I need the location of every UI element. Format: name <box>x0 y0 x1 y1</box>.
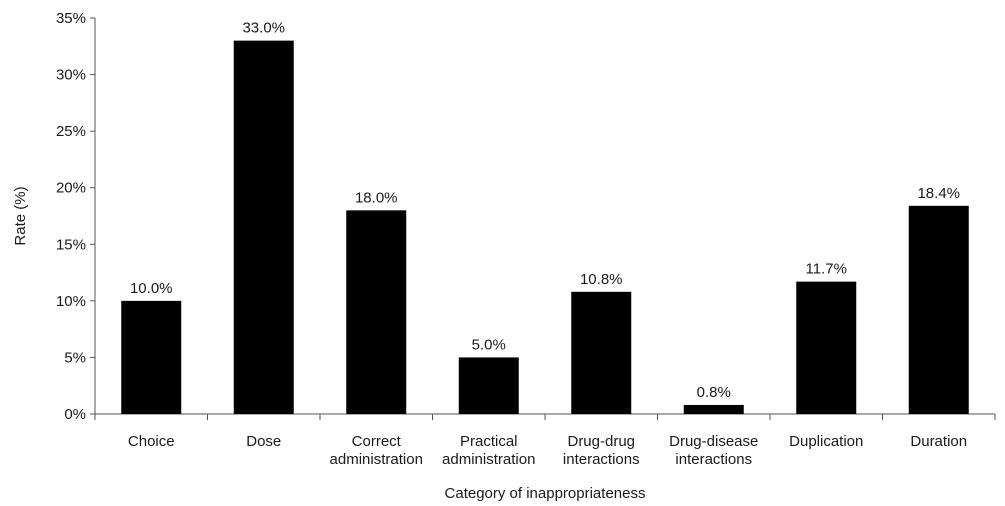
data-label: 0.8% <box>697 384 731 401</box>
x-axis <box>94 413 996 420</box>
y-tick-label: 10% <box>56 293 86 310</box>
x-tick-label: Drug-drug interactions <box>563 433 640 468</box>
y-tick-label: 25% <box>56 123 86 140</box>
bar <box>683 404 744 414</box>
bar <box>458 357 519 414</box>
data-label: 11.7% <box>806 261 847 278</box>
bar <box>908 205 969 414</box>
bar <box>346 210 407 414</box>
x-tick-label: Correct administration <box>330 433 423 468</box>
bar <box>796 281 857 414</box>
bar <box>233 40 294 414</box>
y-tick-label: 20% <box>56 180 86 197</box>
x-tick-label: Drug-disease interactions <box>669 433 758 468</box>
data-label: 18.4% <box>917 185 960 202</box>
data-label: 10.0% <box>130 280 173 297</box>
bar <box>571 291 632 414</box>
y-axis-title: Rate (%) <box>12 186 29 245</box>
y-tick-label: 30% <box>56 67 86 84</box>
y-tick-label: 5% <box>64 349 86 366</box>
bars <box>121 40 969 414</box>
y-tick-label: 0% <box>64 406 86 423</box>
x-tick-label: Practical administration <box>442 433 535 468</box>
y-axis: 0% 5% 10% 15% 20% 25% 30% 35% <box>56 10 96 423</box>
x-tick-label: Dose <box>246 433 281 450</box>
y-tick-label: 15% <box>56 236 86 253</box>
category-labels: Choice Dose Correct administration Practical… <box>128 433 967 468</box>
data-label: 10.8% <box>580 271 623 288</box>
data-labels: 10.0% 33.0% 18.0% 5.0% 10.8% 0.8% 11.7% 18.4% <box>130 20 960 401</box>
x-tick-label: Choice <box>128 433 175 450</box>
y-tick-label: 35% <box>56 10 86 27</box>
data-label: 5.0% <box>472 336 506 353</box>
bar <box>121 300 182 414</box>
x-tick-label: Duration <box>910 433 967 450</box>
x-axis-title: Category of inappropriateness <box>445 485 646 502</box>
data-label: 18.0% <box>355 189 398 206</box>
data-label: 33.0% <box>242 20 285 37</box>
x-tick-label: Duplication <box>789 433 863 450</box>
